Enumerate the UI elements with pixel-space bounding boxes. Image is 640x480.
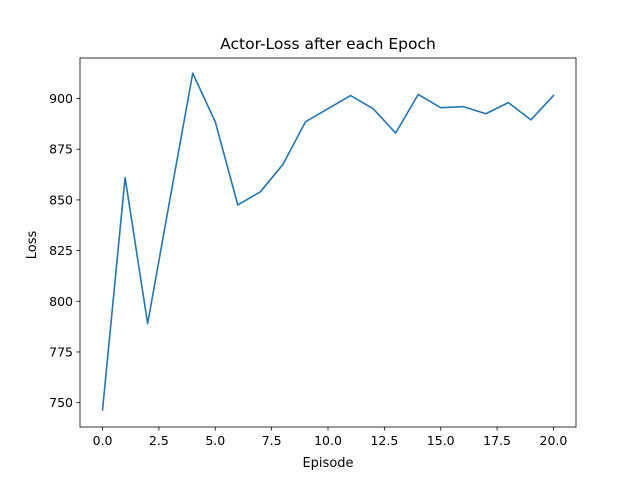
- series-line-0: [101, 72, 555, 411]
- y-tick-label: 875: [49, 142, 73, 157]
- y-axis-label: Loss: [25, 231, 40, 260]
- chart-title: Actor-Loss after each Epoch: [220, 35, 436, 53]
- x-tick-label: 12.5: [370, 433, 398, 448]
- plot-area: [79, 57, 577, 428]
- x-tick-label: 20.0: [540, 433, 568, 448]
- y-axis: 750 775 800 825 850 875 900: [49, 91, 80, 410]
- x-tick-label: 10.0: [314, 433, 342, 448]
- x-tick-label: 15.0: [427, 433, 455, 448]
- y-tick-label: 825: [49, 243, 73, 258]
- y-tick-label: 850: [49, 192, 73, 207]
- x-tick-label: 17.5: [483, 433, 511, 448]
- x-tick-label: 5.0: [205, 433, 225, 448]
- y-tick-label: 775: [49, 344, 73, 359]
- x-tick-label: 2.5: [149, 433, 169, 448]
- y-tick-label: 900: [49, 91, 73, 106]
- y-tick-label: 750: [49, 395, 73, 410]
- x-axis-label: Episode: [302, 456, 353, 471]
- x-tick-label: 7.5: [262, 433, 282, 448]
- axes-frame: [79, 57, 577, 428]
- y-tick-label: 800: [49, 294, 73, 309]
- x-tick-label: 0.0: [93, 433, 113, 448]
- x-axis: 0.0 2.5 5.0 7.5 10.0 12.5 15.0 17.5 20.0: [93, 427, 568, 448]
